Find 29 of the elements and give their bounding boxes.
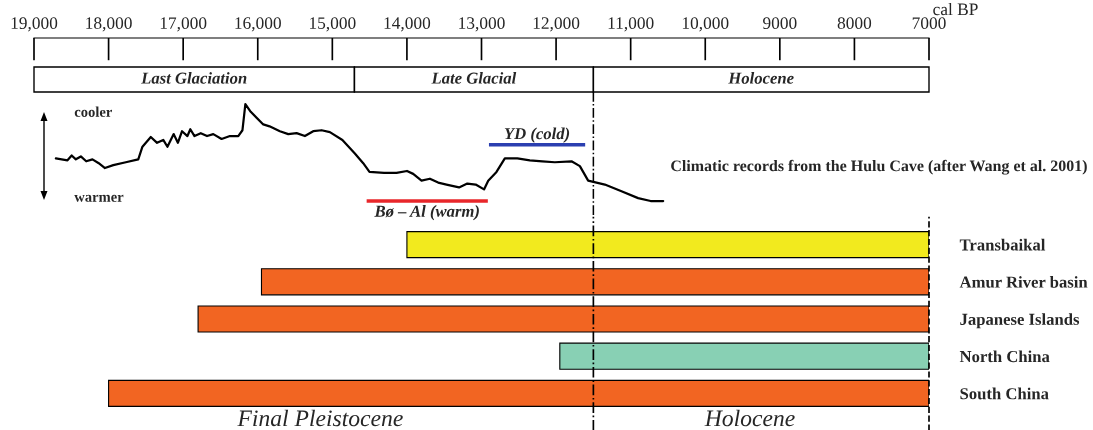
y-tick-label: North China — [959, 350, 1050, 363]
x-tick-label: 14,000 — [384, 17, 431, 32]
text: Last Glaciation — [141, 72, 247, 84]
series-label: Bø – Al (warm) — [374, 205, 479, 221]
text: Holocene — [728, 72, 794, 84]
annotation: cooler — [74, 106, 113, 117]
x-tick-label: 17,000 — [160, 17, 207, 32]
annotation: Final Pleistocene — [237, 409, 403, 427]
x-tick-label: 15,000 — [309, 17, 356, 32]
x-axis-title: cal BP — [933, 2, 978, 16]
y-tick-label: Japanese Islands — [960, 313, 1080, 329]
y-tick-label: Transbaikal — [959, 238, 1046, 251]
x-tick-label: 12,000 — [533, 17, 580, 32]
x-tick-label: 18,000 — [86, 17, 132, 32]
annotation: warmer — [74, 194, 124, 202]
series-label: YD (cold) — [504, 127, 570, 143]
x-tick-label: 7000 — [912, 17, 946, 29]
x-tick-label: 9000 — [763, 17, 797, 29]
y-tick-label: Amur River basin — [959, 276, 1088, 288]
x-tick-label: 8000 — [837, 17, 872, 29]
x-tick-label: 11,000 — [608, 17, 654, 32]
y-tick-label: South China — [960, 387, 1049, 400]
annotation: Climatic records from the Hulu Cave (after Wang et al. 2001) — [671, 159, 1087, 175]
x-tick-label: 10,000 — [682, 17, 729, 32]
x-tick-label: 13,000 — [459, 17, 505, 32]
x-tick-label: 19,000 — [11, 17, 58, 32]
annotation: Holocene — [704, 409, 795, 427]
x-tick-label: 16,000 — [235, 17, 281, 32]
text: Late Glacial — [431, 72, 517, 84]
